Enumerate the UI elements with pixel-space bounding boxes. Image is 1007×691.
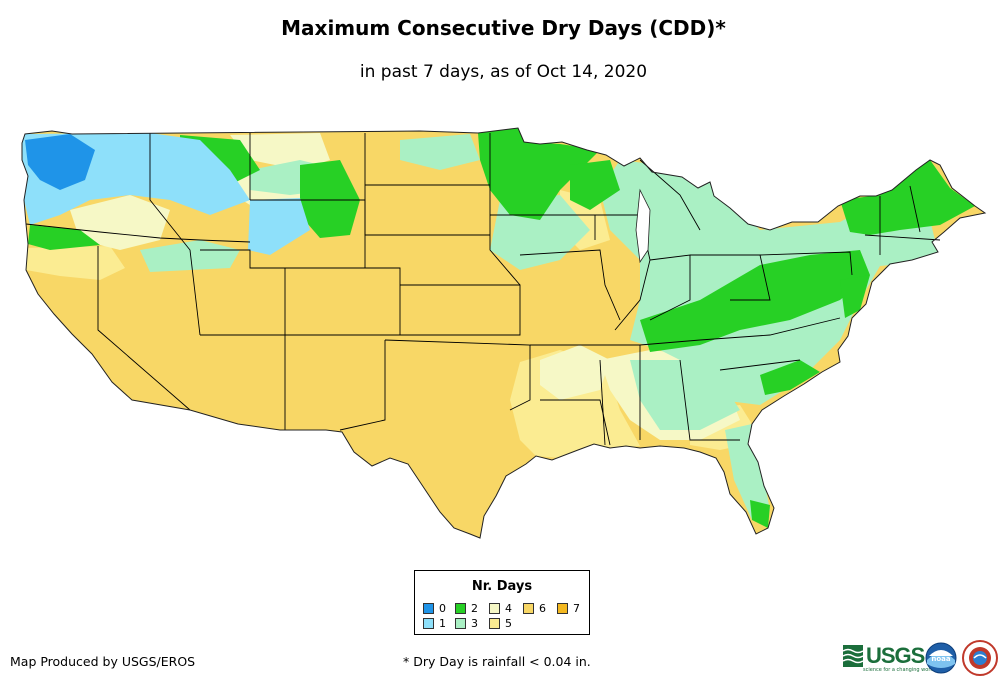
map-title: Maximum Consecutive Dry Days (CDD)*: [281, 16, 726, 40]
legend-title: Nr. Days: [471, 579, 533, 594]
cdd-4-ar: [540, 345, 610, 400]
map-subtitle: in past 7 days, as of Oct 14, 2020: [359, 62, 648, 82]
cdd-2-or-coast: [28, 225, 100, 250]
usgs-wave-icon: [843, 645, 863, 667]
cdd-2-ne: [840, 160, 975, 235]
nws-logo: [962, 640, 998, 676]
legend-swatch: [523, 603, 534, 614]
legend-swatch: [489, 618, 500, 629]
footnote-text: * Dry Day is rainfall < 0.04 in.: [403, 654, 591, 669]
legend: Nr. Days 0 2 4 6 7 1 3 5: [414, 570, 590, 635]
cdd-3-al-ga: [630, 360, 740, 430]
usgs-logo: USGS science for a changing world: [843, 643, 935, 673]
credit-text: Map Produced by USGS/EROS: [10, 654, 196, 669]
svg-text:noaa: noaa: [931, 655, 951, 663]
lake-michigan: [635, 188, 651, 264]
cdd-0-wa-west: [25, 134, 95, 190]
cdd-3-nv: [140, 240, 240, 272]
cdd-2-wi: [570, 160, 620, 210]
us-outline: [21, 127, 987, 539]
legend-item-6: 6: [523, 602, 546, 615]
legend-item-5: 5: [489, 617, 512, 630]
legend-swatch: [423, 618, 434, 629]
legend-swatch: [557, 603, 568, 614]
cdd-2-mn: [478, 128, 600, 220]
legend-swatch: [455, 618, 466, 629]
cdd-5-norcal: [22, 246, 125, 280]
cdd-3-nd: [400, 134, 480, 170]
legend-item-4: 4: [489, 602, 512, 615]
cdd-2-fl-south: [750, 500, 770, 528]
cdd-2-wy: [300, 160, 360, 238]
legend-swatch: [423, 603, 434, 614]
state-borders: [25, 133, 941, 446]
noaa-logo: noaa: [925, 642, 957, 674]
cdd-2-sc: [760, 360, 820, 395]
legend-item-3: 3: [455, 617, 478, 630]
cdd-1-wy-west: [248, 198, 310, 255]
legend-item-2: 2: [455, 602, 478, 615]
legend-item-0: 0: [423, 602, 446, 615]
cdd-3-fl: [725, 424, 770, 520]
cdd-4-mt-north: [230, 133, 330, 170]
cdd-2-appalachia: [640, 250, 870, 352]
legend-item-7: 7: [557, 602, 580, 615]
legend-swatch: [455, 603, 466, 614]
legend-item-1: 1: [423, 617, 446, 630]
cdd-2-nj-de: [840, 275, 870, 318]
legend-swatch: [489, 603, 500, 614]
